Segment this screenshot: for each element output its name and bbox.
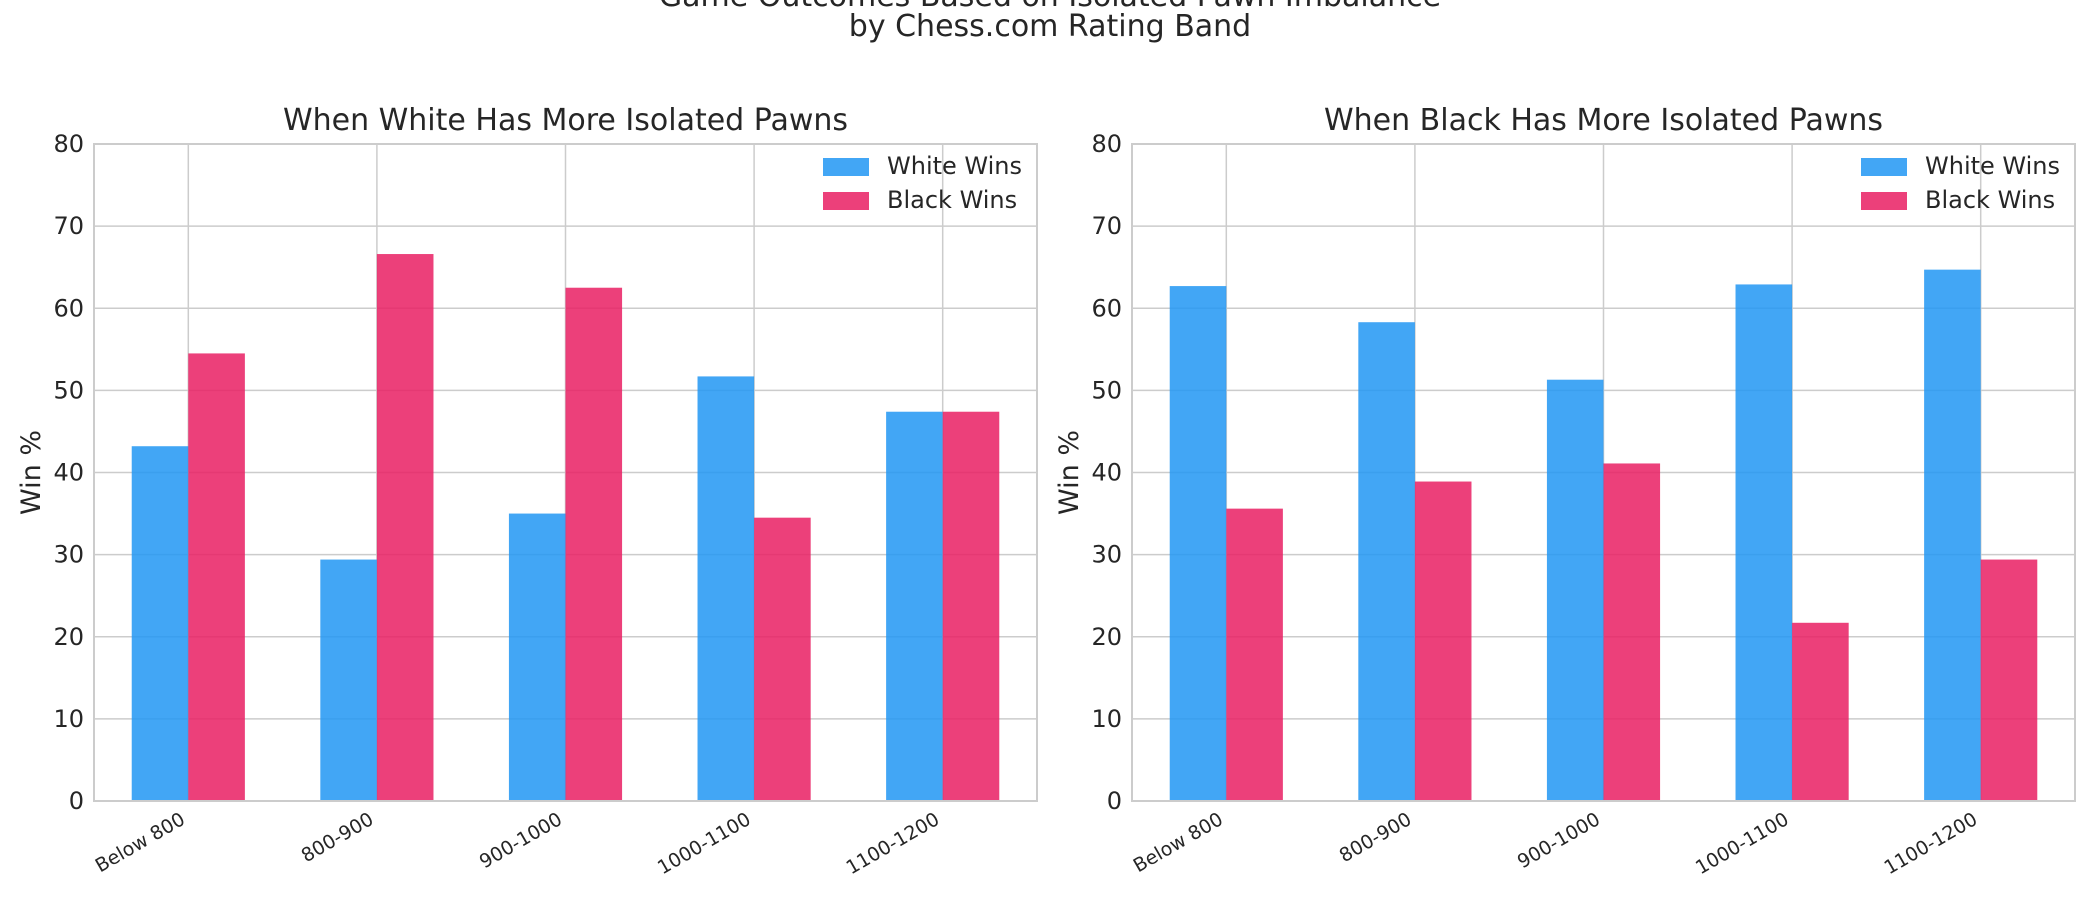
x-tick-label: 900-1000: [476, 808, 566, 873]
chart-panel-1: 0 10 20 30 40 50 60 70 80 Below 800 800-900 900-100…: [16, 103, 1038, 879]
y-tick-label: 80: [1091, 130, 1122, 158]
legend-swatch: [823, 158, 869, 176]
legend-swatch: [1861, 158, 1907, 176]
bar-white-wins: [131, 446, 189, 801]
chart-panel-2: 0 10 20 30 40 50 60 70 80 Below 800 800-900 900-100…: [1054, 103, 2076, 879]
y-tick-label: 60: [1091, 294, 1122, 322]
figure-suptitle-line2: by Chess.com Rating Band: [849, 9, 1251, 44]
figure-suptitle-line1: Game Outcomes Based on Isolated Pawn Imb…: [659, 0, 1441, 14]
y-tick-label: 0: [69, 787, 84, 815]
bar-white-wins: [1169, 286, 1227, 801]
y-tick-label: 0: [1107, 787, 1122, 815]
plot-frame: [93, 143, 1038, 802]
x-tick-label: 1100-1200: [842, 808, 943, 879]
legend-label: White Wins: [1925, 152, 2060, 180]
bar-black-wins: [188, 353, 245, 801]
x-tick-label: 900-1000: [1514, 808, 1604, 873]
legend-label: Black Wins: [887, 186, 1017, 214]
bar-white-wins: [1358, 322, 1415, 801]
y-tick-label: 10: [1091, 705, 1122, 733]
x-tick-label: 800-900: [298, 808, 378, 867]
x-tick-label: 800-900: [1336, 808, 1416, 867]
bar-white-wins: [1546, 379, 1604, 801]
bar-black-wins: [754, 517, 811, 801]
legend: White Wins Black Wins: [1861, 152, 2060, 214]
bar-white-wins: [886, 411, 943, 801]
y-tick-label: 30: [1091, 541, 1122, 569]
legend-swatch: [823, 192, 869, 210]
y-tick-label: 30: [53, 541, 84, 569]
chart-panels: 0 10 20 30 40 50 60 70 80 Below 800 800-900 900-100…: [16, 103, 2076, 879]
legend: White Wins Black Wins: [823, 152, 1022, 214]
panel-title: When White Has More Isolated Pawns: [283, 103, 848, 138]
bar-black-wins: [565, 287, 623, 801]
legend-swatch: [1861, 192, 1907, 210]
bar-white-wins: [508, 513, 566, 801]
y-tick-label: 20: [1091, 623, 1122, 651]
bar-black-wins: [1792, 622, 1849, 801]
legend-label: Black Wins: [1925, 186, 2055, 214]
x-tick-label: 1000-1100: [654, 808, 755, 879]
y-axis-label: Win %: [1054, 430, 1085, 515]
y-tick-label: 50: [1091, 376, 1122, 404]
plot-frame: [1131, 143, 2076, 802]
x-tick-label: 1000-1100: [1692, 808, 1793, 879]
bar-black-wins: [1603, 463, 1661, 801]
y-tick-label: 40: [53, 459, 84, 487]
bar-white-wins: [1735, 284, 1793, 802]
y-tick-label: 40: [1091, 459, 1122, 487]
bar-white-wins: [697, 376, 755, 801]
y-tick-label: 50: [53, 376, 84, 404]
legend-label: White Wins: [887, 152, 1022, 180]
bar-black-wins: [376, 254, 434, 802]
x-tick-label: Below 800: [92, 808, 189, 877]
panel-title: When Black Has More Isolated Pawns: [1324, 103, 1883, 138]
y-axis-label: Win %: [16, 430, 47, 515]
bar-black-wins: [1226, 508, 1283, 801]
y-tick-label: 80: [53, 130, 84, 158]
y-tick-label: 10: [53, 705, 84, 733]
bar-black-wins: [942, 411, 1000, 801]
y-tick-label: 70: [1091, 212, 1122, 240]
y-tick-label: 70: [53, 212, 84, 240]
x-tick-label: 1100-1200: [1880, 808, 1981, 879]
bar-white-wins: [1924, 269, 1981, 801]
bar-black-wins: [1980, 559, 2038, 801]
y-tick-label: 60: [53, 294, 84, 322]
x-tick-label: Below 800: [1130, 808, 1227, 877]
y-tick-label: 20: [53, 623, 84, 651]
bar-white-wins: [320, 559, 377, 801]
bar-black-wins: [1414, 481, 1472, 801]
